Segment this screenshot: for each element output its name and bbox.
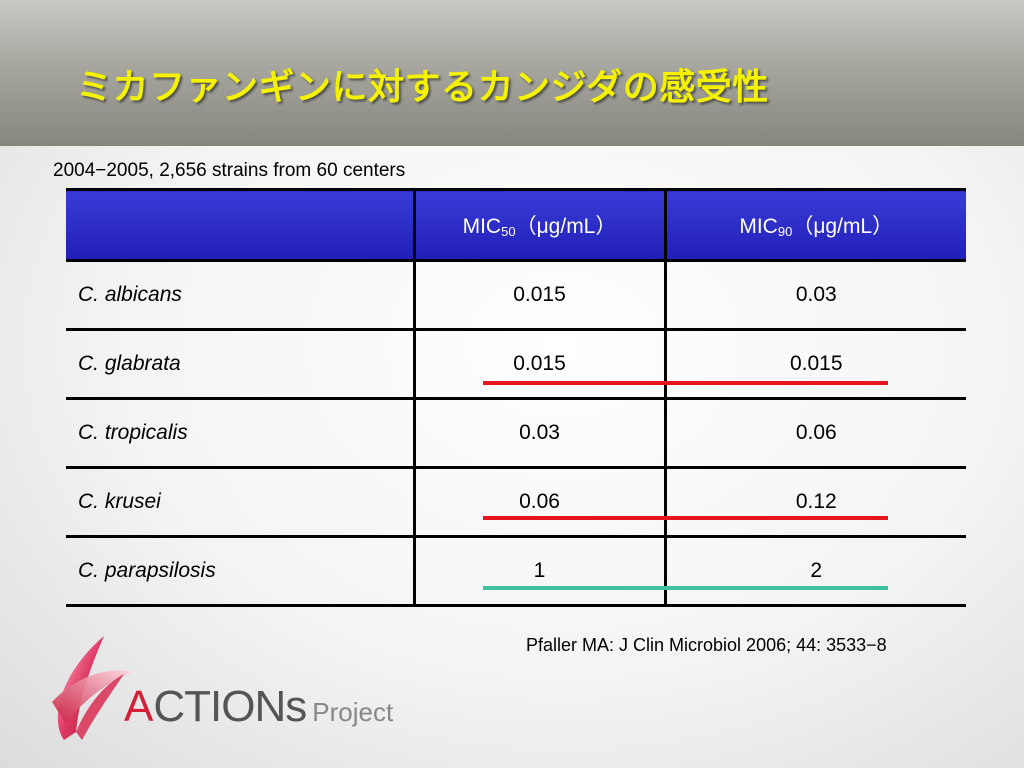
mic90-cell: 0.015	[663, 329, 966, 400]
table-row: C. albicans 0.015 0.03	[66, 260, 966, 331]
logo-brand-rest: CTIONs	[153, 682, 307, 731]
mic50-cell: 0.03	[412, 398, 665, 469]
species-cell: C. parapsilosis	[66, 536, 414, 607]
mic-table: MIC50（μg/mL） MIC90（μg/mL） C. albicans 0.…	[66, 188, 966, 607]
logo-letter-a: A	[124, 682, 154, 731]
mic50-cell: 0.015	[412, 260, 665, 331]
header-mic90: MIC90（μg/mL）	[663, 188, 966, 262]
species-cell: C. tropicalis	[66, 398, 414, 469]
header-species	[66, 188, 414, 262]
table-row: C. krusei 0.06 0.12	[66, 467, 966, 538]
species-cell: C. albicans	[66, 260, 414, 331]
mic90-cell: 2	[663, 536, 966, 607]
mic50-cell: 0.015	[412, 329, 665, 400]
table-header-row: MIC50（μg/mL） MIC90（μg/mL）	[66, 188, 966, 262]
table-row: C. tropicalis 0.03 0.06	[66, 398, 966, 469]
logo-wordmark: ACTIONs Project	[124, 682, 393, 732]
table-row: C. parapsilosis 1 2	[66, 536, 966, 607]
mic50-cell: 1	[412, 536, 665, 607]
highlight-line-glabrata	[483, 381, 888, 385]
slide-title: ミカファンギンに対するカンジダの感受性	[76, 67, 769, 108]
study-subtitle: 2004−2005, 2,656 strains from 60 centers	[53, 160, 406, 181]
header-mic50: MIC50（μg/mL）	[412, 188, 665, 262]
logo-project: Project	[312, 697, 394, 727]
table-row: C. glabrata 0.015 0.015	[66, 329, 966, 400]
mic90-cell: 0.06	[663, 398, 966, 469]
actions-logo-icon	[52, 636, 132, 740]
species-cell: C. glabrata	[66, 329, 414, 400]
species-cell: C. krusei	[66, 467, 414, 538]
slide-header: ミカファンギンに対するカンジダの感受性	[0, 0, 1024, 146]
highlight-line-krusei	[483, 516, 888, 520]
highlight-line-parapsilosis	[483, 586, 888, 590]
mic90-cell: 0.12	[663, 467, 966, 538]
mic50-cell: 0.06	[412, 467, 665, 538]
citation: Pfaller MA: J Clin Microbiol 2006; 44: 3…	[526, 635, 887, 655]
mic90-cell: 0.03	[663, 260, 966, 331]
